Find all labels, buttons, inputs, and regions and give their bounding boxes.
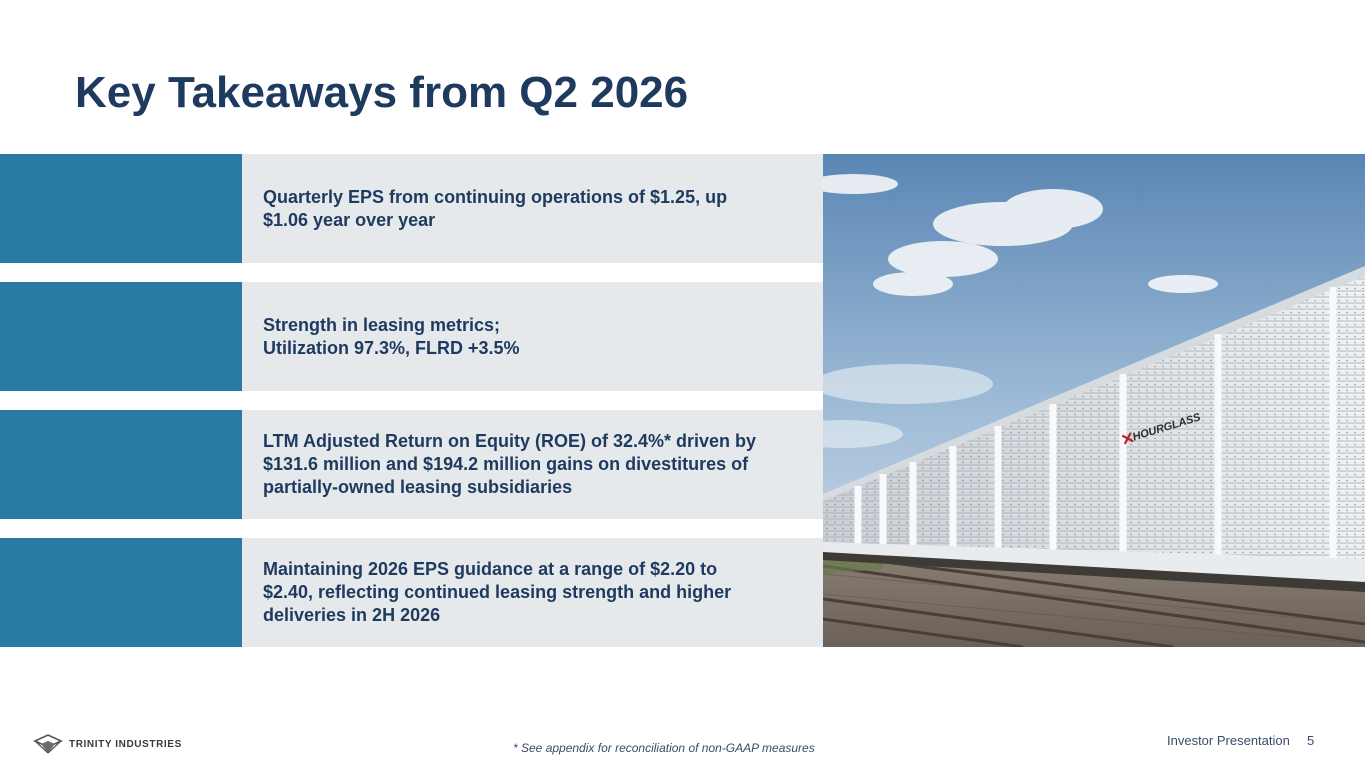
railcar-photo: ✕ HOURGLASS: [823, 154, 1365, 647]
logo-wordmark: TRINITY INDUSTRIES: [69, 738, 182, 750]
takeaway-accent-bar: [0, 538, 242, 647]
footer-label: Investor Presentation: [1167, 733, 1290, 748]
takeaway-panel: Maintaining 2026 EPS guidance at a range…: [242, 538, 823, 647]
takeaway-row-3: LTM Adjusted Return on Equity (ROE) of 3…: [0, 410, 823, 519]
takeaway-row-1: Quarterly EPS from continuing operations…: [0, 154, 823, 263]
takeaway-accent-bar: [0, 410, 242, 519]
takeaway-text: Maintaining 2026 EPS guidance at a range…: [263, 559, 732, 625]
slide-title: Key Takeaways from Q2 2026: [75, 68, 689, 117]
takeaway-panel: Strength in leasing metrics; Utilization…: [242, 282, 823, 391]
takeaway-text: Strength in leasing metrics; Utilization…: [263, 314, 520, 358]
takeaway-row-4: Maintaining 2026 EPS guidance at a range…: [0, 538, 823, 647]
svg-text:✕: ✕: [1119, 430, 1137, 450]
company-logo: TRINITY INDUSTRIES: [33, 732, 182, 756]
takeaway-row-2: Strength in leasing metrics; Utilization…: [0, 282, 823, 391]
takeaway-panel: Quarterly EPS from continuing operations…: [242, 154, 823, 263]
takeaway-panel: LTM Adjusted Return on Equity (ROE) of 3…: [242, 410, 823, 519]
takeaway-text: LTM Adjusted Return on Equity (ROE) of 3…: [263, 431, 757, 497]
trinity-logo-icon: [33, 734, 63, 754]
page-number: 5: [1307, 733, 1315, 748]
takeaway-accent-bar: [0, 154, 242, 263]
takeaway-text: Quarterly EPS from continuing operations…: [263, 186, 728, 230]
takeaway-accent-bar: [0, 282, 242, 391]
footnote: * See appendix for reconciliation of non…: [513, 741, 815, 755]
